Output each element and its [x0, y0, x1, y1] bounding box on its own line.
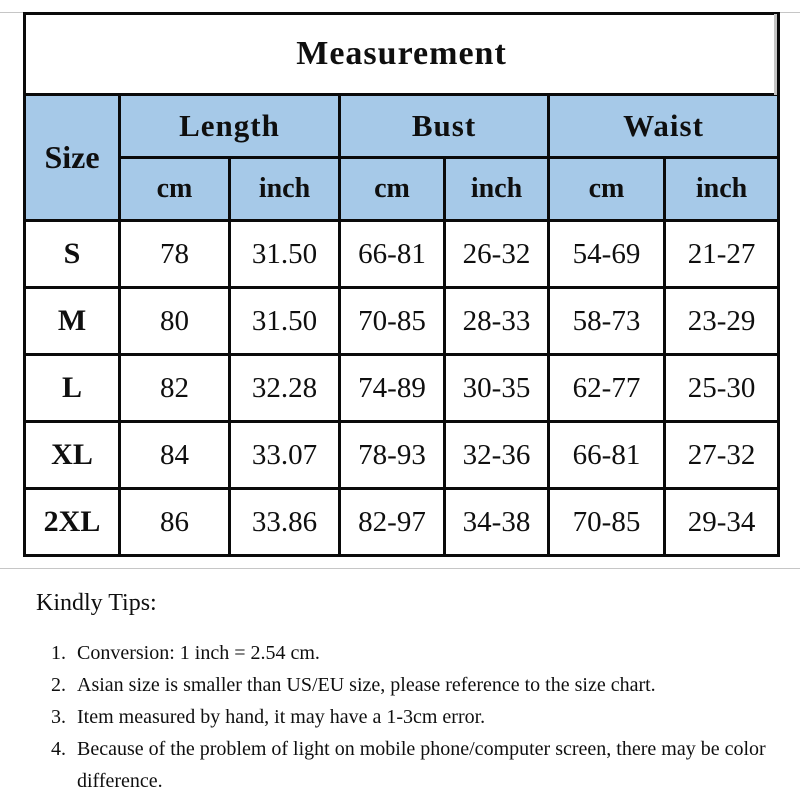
measurement-cell: 25-30	[662, 353, 781, 423]
title-row: Measurement	[22, 12, 781, 96]
measurement-cell: 62-77	[547, 353, 666, 423]
table-row: L 82 32.28 74-89 30-35 62-77 25-30	[23, 353, 781, 423]
size-rows: S 78 31.50 66-81 26-32 54-69 21-27 M 80 31.50 70-8…	[23, 219, 781, 557]
measurement-cell: 80	[118, 286, 231, 356]
table-title: Measurement	[22, 12, 781, 96]
measurement-cell: 78	[118, 219, 231, 289]
measurement-cell: 86	[118, 487, 231, 557]
measurement-cell: 82-97	[338, 487, 446, 557]
col-header-waist-inch: inch	[662, 156, 781, 222]
col-header-length-cm: cm	[118, 156, 231, 222]
col-header-bust-inch: inch	[443, 156, 550, 222]
col-group-bust: Bust	[338, 93, 550, 159]
measurement-cell: 70-85	[547, 487, 666, 557]
col-group-length: Length	[118, 93, 341, 159]
col-header-bust-cm: cm	[338, 156, 446, 222]
scan-artifact-line-bottom	[0, 568, 800, 569]
size-cell: 2XL	[23, 487, 121, 557]
measurement-table: Measurement Size Length Bust Waist cm in…	[22, 12, 781, 557]
tip-item: Conversion: 1 inch = 2.54 cm.	[71, 637, 778, 669]
measurement-cell: 78-93	[338, 420, 446, 490]
size-cell: XL	[23, 420, 121, 490]
measurement-cell: 23-29	[662, 286, 781, 356]
measurement-cell: 58-73	[547, 286, 666, 356]
title-row-gray-border	[774, 14, 777, 95]
measurement-cell: 84	[118, 420, 231, 490]
col-group-waist: Waist	[546, 93, 781, 159]
col-header-length-inch: inch	[228, 156, 341, 222]
col-header-waist-cm: cm	[547, 156, 666, 222]
table-row: 2XL 86 33.86 82-97 34-38 70-85 29-34	[23, 487, 781, 557]
measurement-cell: 32-36	[443, 420, 550, 490]
size-cell: S	[23, 219, 121, 289]
col-header-size: Size	[23, 93, 121, 222]
table-row: S 78 31.50 66-81 26-32 54-69 21-27	[23, 219, 781, 289]
tip-item: Asian size is smaller than US/EU size, p…	[71, 669, 778, 701]
measurement-cell: 54-69	[547, 219, 666, 289]
measurement-cell: 21-27	[662, 219, 781, 289]
tips-heading: Kindly Tips:	[36, 590, 157, 616]
measurement-cell: 32.28	[228, 353, 341, 423]
table-row: M 80 31.50 70-85 28-33 58-73 23-29	[23, 286, 781, 356]
measurement-cell: 26-32	[443, 219, 550, 289]
measurement-cell: 82	[118, 353, 231, 423]
measurement-cell: 28-33	[443, 286, 550, 356]
table-row: XL 84 33.07 78-93 32-36 66-81 27-32	[23, 420, 781, 490]
measurement-cell: 33.86	[228, 487, 341, 557]
tips-section: Kindly Tips: Conversion: 1 inch = 2.54 c…	[36, 590, 778, 797]
measurement-cell: 33.07	[228, 420, 341, 490]
measurement-cell: 66-81	[547, 420, 666, 490]
size-cell: M	[23, 286, 121, 356]
scan-artifact-line-top	[0, 12, 800, 13]
tips-list: Conversion: 1 inch = 2.54 cm. Asian size…	[36, 637, 778, 797]
measurement-cell: 27-32	[662, 420, 781, 490]
measurement-cell: 34-38	[443, 487, 550, 557]
measurement-cell: 31.50	[228, 286, 341, 356]
measurement-cell: 30-35	[443, 353, 550, 423]
measurement-cell: 29-34	[662, 487, 781, 557]
measurement-cell: 66-81	[338, 219, 446, 289]
size-cell: L	[23, 353, 121, 423]
measurement-cell: 70-85	[338, 286, 446, 356]
unit-header-row: cm inch cm inch cm inch	[25, 156, 781, 222]
measurement-cell: 31.50	[228, 219, 341, 289]
measurement-cell: 74-89	[338, 353, 446, 423]
tip-item: Item measured by hand, it may have a 1-3…	[71, 701, 778, 733]
group-header-row: Size Length Bust Waist	[23, 93, 781, 222]
tip-item: Because of the problem of light on mobil…	[71, 733, 778, 797]
